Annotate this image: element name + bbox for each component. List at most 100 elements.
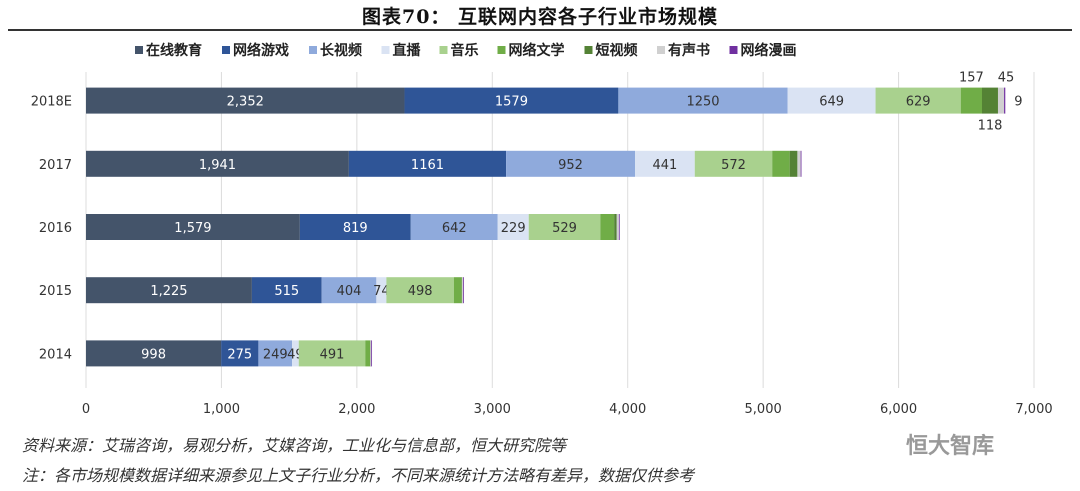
bar-segment — [370, 340, 372, 367]
bar-segment — [86, 87, 405, 114]
data-label: 229 — [501, 221, 526, 236]
y-tick-label: 2016 — [39, 221, 72, 236]
bar-segment — [618, 87, 788, 114]
bar-segment — [86, 150, 349, 177]
bar-segment — [365, 340, 370, 367]
bar-segment — [376, 277, 387, 304]
data-label: 1,225 — [150, 284, 187, 299]
data-label: 74 — [373, 284, 390, 299]
bar-segment — [875, 87, 961, 114]
bar-segment — [635, 150, 695, 177]
footnote: 注：各市场规模数据详细来源参见上文子行业分析，不同来源统计方法略有差异，数据仅供… — [22, 466, 695, 485]
bar-segment — [694, 150, 773, 177]
x-tick-label: 4,000 — [609, 402, 646, 417]
x-tick-label: 0 — [82, 402, 90, 417]
bar-segment — [787, 87, 876, 114]
bar-segment — [797, 150, 801, 177]
legend-swatch — [729, 46, 738, 54]
data-label: 1250 — [686, 95, 719, 110]
title-divider — [8, 29, 1072, 31]
bar-segment — [86, 340, 222, 367]
data-label: 819 — [343, 221, 368, 236]
legend-swatch — [309, 46, 317, 54]
bar-segment — [86, 277, 252, 304]
data-label: 572 — [721, 158, 746, 173]
data-label: 275 — [227, 347, 252, 362]
legend-swatch — [657, 46, 665, 54]
legend-swatch — [381, 46, 390, 54]
bar-segment — [463, 277, 464, 304]
x-tick-label: 5,000 — [745, 402, 782, 417]
bar-segment — [800, 150, 802, 177]
legend-label: 网络文学 — [509, 42, 565, 59]
bar-segment — [321, 277, 377, 304]
x-tick-label: 7,000 — [1015, 402, 1052, 417]
bar-segment — [616, 214, 619, 240]
bar-segment — [258, 340, 293, 367]
data-label: 1579 — [495, 95, 528, 110]
data-label: 1161 — [411, 158, 444, 173]
data-label: 9 — [1014, 95, 1022, 110]
x-tick-label: 6,000 — [880, 402, 917, 417]
legend-label: 音乐 — [451, 42, 479, 59]
data-label: 441 — [652, 158, 677, 173]
legend-label: 直播 — [393, 42, 422, 59]
legend-label: 网络漫画 — [741, 42, 797, 59]
data-label: 2,352 — [227, 95, 264, 110]
bar-segment — [789, 150, 798, 177]
data-label: 249 — [263, 347, 288, 362]
legend-swatch — [439, 46, 448, 54]
bar-segment — [251, 277, 322, 304]
chart-title: 图表70： 互联网内容各子行业市场规模 — [361, 6, 719, 28]
bar-segment — [981, 87, 998, 114]
legend-label: 在线教育 — [146, 42, 202, 59]
data-label: 157 — [959, 71, 984, 86]
bar-segment — [410, 214, 498, 240]
bar-segment — [618, 214, 620, 240]
data-label: 642 — [442, 221, 467, 236]
legend-swatch — [497, 46, 506, 54]
bar-segment — [997, 87, 1005, 114]
data-label: 118 — [978, 119, 1003, 134]
bar-segment — [404, 87, 619, 114]
data-label: 629 — [906, 95, 931, 110]
data-label: 952 — [558, 158, 583, 173]
data-label: 498 — [408, 284, 433, 299]
data-label: 998 — [141, 347, 166, 362]
legend-label: 网络游戏 — [233, 42, 289, 59]
bar-segment — [453, 277, 462, 304]
y-tick-label: 2018E — [31, 95, 72, 110]
bar-segment — [348, 150, 507, 177]
bar-segment — [772, 150, 790, 177]
bar-segment — [221, 340, 259, 367]
x-tick-label: 2,000 — [338, 402, 375, 417]
data-label: 649 — [819, 95, 844, 110]
bar-segment — [497, 214, 529, 240]
data-label: 529 — [552, 221, 577, 236]
bar-segment — [371, 340, 373, 367]
bar-segment — [86, 214, 300, 240]
bar-segment — [614, 214, 617, 240]
data-label: 515 — [274, 284, 299, 299]
legend-label: 长视频 — [320, 42, 362, 59]
bar-segment — [386, 277, 454, 304]
source-note: 资料来源：艾瑞咨询，易观分析，艾媒咨询，工业化与信息部，恒大研究院等 — [22, 436, 567, 455]
x-tick-label: 3,000 — [474, 402, 511, 417]
bar-segment — [292, 340, 299, 367]
data-label: 491 — [320, 347, 345, 362]
legend-swatch — [222, 46, 230, 54]
x-tick-label: 1,000 — [203, 402, 240, 417]
legend-label: 有声书 — [668, 42, 710, 59]
data-label: 1,941 — [199, 158, 236, 173]
bar-segment — [298, 340, 366, 367]
bar-segment — [461, 277, 464, 304]
bar-segment — [600, 214, 615, 240]
y-tick-label: 2017 — [39, 158, 72, 173]
watermark: 恒大智库 — [906, 434, 995, 459]
data-label: 45 — [998, 71, 1015, 86]
bar-segment — [299, 214, 411, 240]
bar-segment — [528, 214, 601, 240]
bar-segment — [506, 150, 636, 177]
